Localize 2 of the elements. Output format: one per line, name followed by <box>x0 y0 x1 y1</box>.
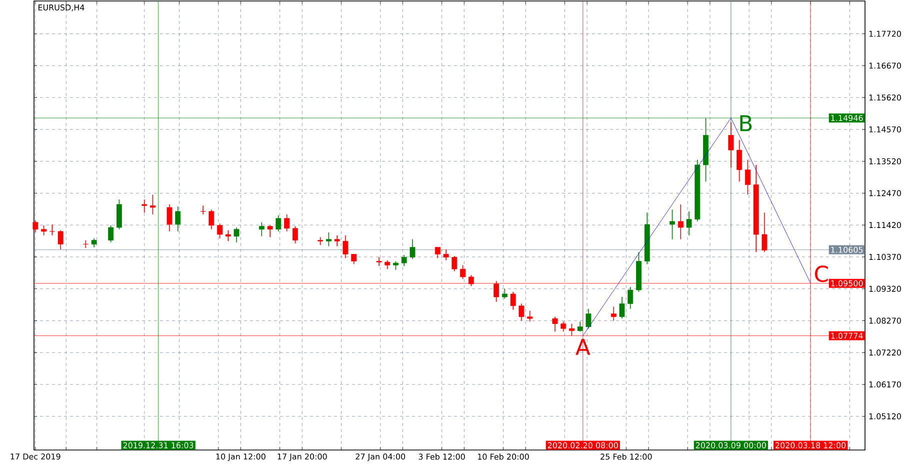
annotation: C <box>814 266 828 282</box>
annotation: B <box>740 115 752 132</box>
